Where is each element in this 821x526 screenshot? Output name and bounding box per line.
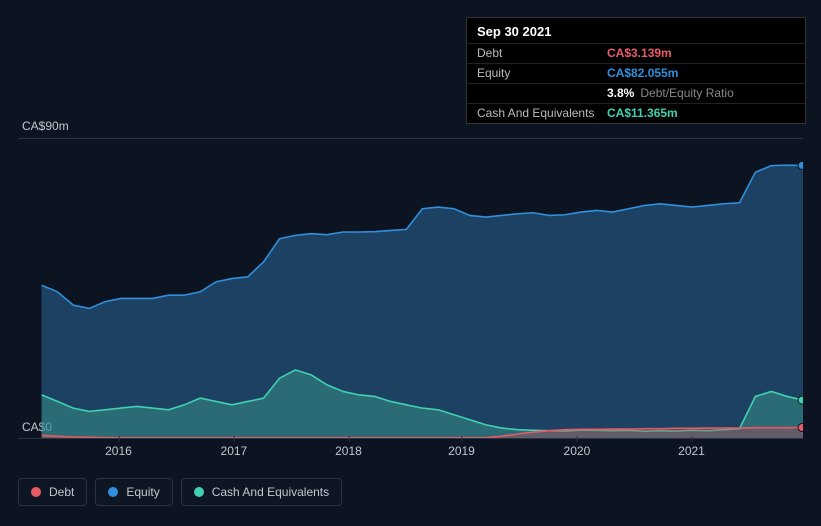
tooltip-row-label: Equity (477, 66, 607, 80)
tooltip-row-label: Cash And Equivalents (477, 106, 607, 120)
end-marker-debt (798, 424, 803, 432)
y-axis-max-label: CA$90m (22, 119, 69, 133)
chart-legend: Debt Equity Cash And Equivalents (18, 478, 342, 506)
x-axis-tick: 2017 (221, 444, 248, 458)
tooltip-row-label (477, 86, 607, 100)
legend-item-cash-and-equivalents[interactable]: Cash And Equivalents (181, 478, 342, 506)
tooltip-row: EquityCA$82.055m (467, 63, 805, 83)
tooltip-row: Cash And EquivalentsCA$11.365m (467, 103, 805, 123)
chart-plot-area[interactable] (18, 138, 803, 438)
legend-swatch-icon (108, 487, 118, 497)
legend-swatch-icon (31, 487, 41, 497)
tooltip-row-value: 3.8%Debt/Equity Ratio (607, 86, 734, 100)
x-axis-tick: 2019 (448, 444, 475, 458)
tooltip-row: 3.8%Debt/Equity Ratio (467, 83, 805, 103)
legend-label: Cash And Equivalents (212, 485, 329, 499)
tooltip-date: Sep 30 2021 (467, 18, 805, 43)
tooltip-row-value: CA$82.055m (607, 66, 678, 80)
legend-swatch-icon (194, 487, 204, 497)
tooltip-row-value: CA$3.139m (607, 46, 672, 60)
legend-item-debt[interactable]: Debt (18, 478, 87, 506)
legend-label: Equity (126, 485, 159, 499)
chart-tooltip: Sep 30 2021 DebtCA$3.139mEquityCA$82.055… (466, 17, 806, 124)
tooltip-row-value: CA$11.365m (607, 106, 678, 120)
x-axis-tick: 2016 (105, 444, 132, 458)
tooltip-row-label: Debt (477, 46, 607, 60)
x-axis-tick: 2018 (335, 444, 362, 458)
x-axis-tick: 2021 (678, 444, 705, 458)
legend-label: Debt (49, 485, 74, 499)
x-axis-tick: 2020 (564, 444, 591, 458)
end-marker-cash-and-equivalents (798, 396, 803, 404)
end-marker-equity (798, 161, 803, 169)
x-axis-line (18, 438, 803, 439)
legend-item-equity[interactable]: Equity (95, 478, 172, 506)
tooltip-row-extra: Debt/Equity Ratio (640, 86, 733, 100)
tooltip-row: DebtCA$3.139m (467, 43, 805, 63)
